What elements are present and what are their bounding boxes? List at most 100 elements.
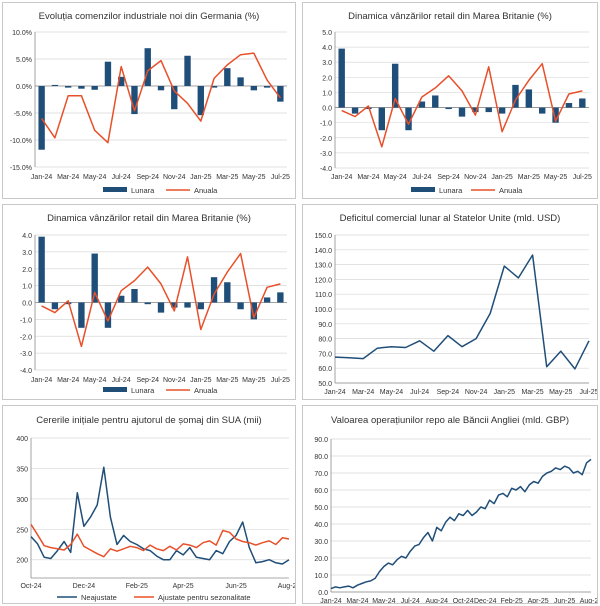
bar-lunara	[184, 302, 191, 308]
chart-legend: Lunara Anuala	[411, 186, 523, 195]
bar-lunara	[552, 107, 559, 123]
y-tick-label: -5.0%	[14, 111, 32, 118]
bar-lunara	[539, 107, 546, 114]
y-tick-label: 110.0	[315, 292, 332, 299]
y-tick-label: 20.0	[314, 556, 328, 563]
x-tick-label: May-25	[242, 174, 265, 181]
bar-lunara	[277, 86, 284, 102]
x-tick-label: Jul-24	[112, 174, 131, 181]
boe-repo-chart-panel: Valoarea operațiunilor repo ale Băncii A…	[302, 405, 598, 604]
x-tick-label: Jul-25	[271, 174, 290, 181]
x-tick-label: Mar-25	[216, 174, 238, 181]
bar-lunara	[277, 292, 284, 303]
x-tick-label: Jan-25	[190, 174, 212, 181]
chart-title: Dinamica vânzărilor retail din Marea Bri…	[47, 213, 251, 224]
bar-lunara	[418, 101, 426, 108]
boe-repo-chart: Valoarea operațiunilor repo ale Băncii A…	[314, 415, 597, 603]
x-tick-label: Aug-25	[580, 598, 597, 603]
bar-lunara	[171, 86, 178, 110]
bar-lunara	[64, 86, 72, 88]
bar-lunara	[485, 107, 492, 113]
bar-lunara	[498, 107, 506, 114]
y-tick-label: -15.0%	[10, 165, 32, 172]
legend-label-ajustate: Ajustate pentru sezonalitate	[158, 593, 251, 602]
bar-lunara	[458, 107, 466, 117]
x-tick-label: Sep-24	[437, 389, 460, 396]
x-tick-label: Dec-24	[73, 583, 96, 590]
x-tick-label: Oct-24	[453, 598, 474, 603]
bar-lunara	[131, 289, 138, 303]
bar-lunara	[118, 76, 125, 86]
x-tick-label: Mar-24	[57, 174, 79, 181]
bar-lunara	[224, 282, 231, 303]
bar-lunara	[91, 253, 98, 303]
germany-orders-chart: Evoluția comenzilor industriale noi din …	[10, 11, 290, 195]
y-tick-label: -2.0	[320, 136, 332, 143]
y-tick-label: -1.0	[20, 317, 32, 324]
x-tick-label: Mar-25	[521, 389, 543, 396]
chart-legend: Lunara Anuala	[103, 386, 218, 395]
chart-title: Dinamica vânzărilor retail din Marea Bri…	[348, 11, 552, 22]
y-tick-label: 140.0	[314, 248, 332, 255]
x-tick-label: Jan-24	[324, 389, 346, 396]
y-tick-label: 60.0	[318, 366, 332, 373]
series-line-neajustate	[30, 466, 290, 565]
bar-lunara	[144, 302, 151, 305]
x-tick-label: Jul-24	[401, 598, 420, 603]
bar-lunara	[445, 107, 452, 110]
x-tick-label: Jun-25	[225, 583, 247, 590]
legend-label-lunara: Lunara	[131, 386, 155, 395]
legend-label-anuala: Anuala	[499, 186, 523, 195]
x-tick-label: Mar-25	[518, 174, 540, 181]
y-tick-label: 10.0%	[12, 30, 32, 37]
y-tick-label: -10.0%	[10, 138, 32, 145]
y-tick-label: 70.0	[318, 351, 332, 358]
y-tick-label: 350	[16, 466, 28, 473]
x-tick-label: Jan-24	[331, 174, 353, 181]
chart-title: Valoarea operațiunilor repo ale Băncii A…	[331, 415, 569, 426]
us-trade-deficit-chart: Deficitul comercial lunar al Statelor Un…	[314, 213, 597, 396]
bar-lunara	[263, 297, 271, 303]
bar-lunara	[197, 302, 204, 310]
x-tick-label: Aug-24	[425, 598, 448, 603]
y-tick-label: 0.0	[318, 590, 328, 597]
bar-lunara	[51, 302, 59, 310]
x-tick-label: Nov-24	[163, 377, 186, 384]
y-tick-label: 50.0	[314, 505, 328, 512]
x-tick-label: Sep-24	[437, 174, 460, 181]
series-line-anuala	[41, 252, 281, 348]
y-tick-label: -3.0	[20, 351, 32, 358]
x-tick-label: Jan-24	[320, 598, 342, 603]
uk-retail-chart-panel-middle: Dinamica vânzărilor retail din Marea Bri…	[2, 204, 296, 400]
bar-lunara	[184, 55, 191, 86]
y-tick-label: 0.0%	[16, 84, 32, 91]
x-tick-label: May-24	[83, 174, 106, 181]
series-line-ajustate-pentru-sezonalitate	[30, 523, 290, 558]
bar-lunara	[210, 86, 218, 88]
chart-title: Cererile inițiale pentru ajutorul de șom…	[36, 415, 261, 426]
chart-legend: Neajustate Ajustate pentru sezonalitate	[57, 593, 251, 602]
x-tick-label: Jan-24	[31, 174, 53, 181]
y-tick-label: -3.0	[320, 151, 332, 158]
y-tick-label: 100.0	[314, 307, 332, 314]
x-tick-label: Oct-24	[20, 583, 41, 590]
uk-retail-chart-top: Dinamica vânzărilor retail din Marea Bri…	[320, 11, 592, 195]
bar-lunara	[237, 77, 244, 86]
y-tick-label: 80.0	[314, 454, 328, 461]
x-tick-label: Sep-24	[136, 377, 159, 384]
y-tick-label: 80.0	[318, 337, 332, 344]
legend-label-neajustate: Neajustate	[81, 593, 117, 602]
bar-lunara	[210, 277, 218, 303]
x-tick-label: Mar-24	[346, 598, 368, 603]
y-tick-label: 400	[16, 436, 28, 443]
bar-lunara	[565, 103, 573, 108]
y-tick-label: 50.0	[318, 381, 332, 388]
y-tick-label: 1.0	[322, 90, 332, 97]
x-tick-label: May-24	[372, 598, 395, 603]
x-tick-label: Jul-25	[573, 174, 592, 181]
y-tick-label: -1.0	[320, 121, 332, 128]
x-tick-label: Apr-25	[528, 598, 549, 603]
bar-lunara	[338, 48, 345, 108]
series-line-repo	[330, 458, 592, 590]
x-tick-label: Feb-25	[126, 583, 148, 590]
